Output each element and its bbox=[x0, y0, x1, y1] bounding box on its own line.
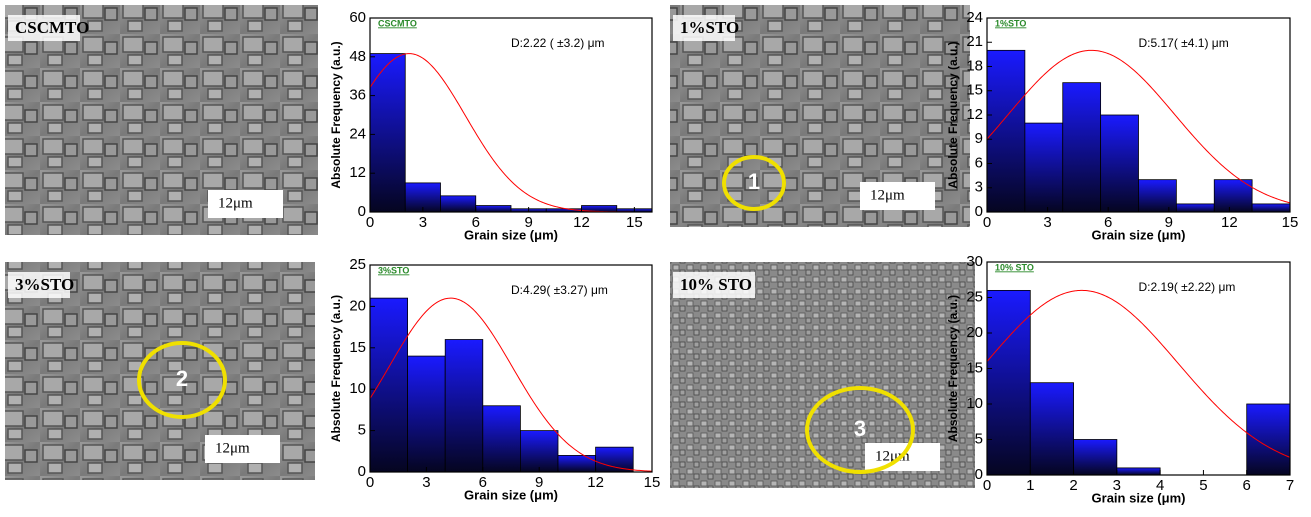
marker-number: 1 bbox=[748, 169, 760, 194]
annotation: D:2.19( ±2.22) μm bbox=[1139, 280, 1236, 294]
x-tick-label: 15 bbox=[626, 214, 643, 231]
y-tick-label: 48 bbox=[349, 48, 366, 65]
y-tick-label: 21 bbox=[966, 33, 983, 50]
bar bbox=[476, 206, 511, 212]
bar bbox=[1247, 404, 1290, 475]
y-tick-label: 20 bbox=[349, 297, 366, 314]
bar bbox=[1252, 204, 1290, 212]
y-tick-label: 15 bbox=[966, 82, 983, 99]
x-axis-label: Grain size (μm) bbox=[1092, 490, 1186, 505]
sample-label: CSCMTO bbox=[15, 18, 89, 37]
bar bbox=[370, 298, 408, 472]
sample-label: 10% STO bbox=[680, 275, 752, 294]
histogram-chart: 0369121503691215182124Grain size (μm)Abs… bbox=[946, 9, 1298, 242]
sample-label: 3%STO bbox=[15, 275, 74, 294]
y-tick-label: 10 bbox=[349, 380, 366, 397]
y-tick-label: 9 bbox=[975, 130, 983, 147]
sample-label: 1%STO bbox=[680, 18, 739, 37]
y-tick-label: 25 bbox=[966, 288, 983, 305]
y-tick-label: 0 bbox=[975, 203, 983, 220]
y-axis-label: Absolute Frequency (a.u.) bbox=[946, 41, 960, 188]
y-axis-label: Absolute Frequency (a.u.) bbox=[329, 295, 343, 442]
y-tick-label: 12 bbox=[349, 164, 366, 181]
x-tick-label: 12 bbox=[573, 214, 590, 231]
x-tick-label: 6 bbox=[1243, 477, 1251, 494]
x-axis-label: Grain size (μm) bbox=[464, 487, 558, 502]
bar bbox=[1030, 383, 1073, 475]
x-tick-label: 7 bbox=[1286, 477, 1294, 494]
histogram-chart: 0369121501224364860Grain size (μm)Absolu… bbox=[329, 9, 652, 242]
y-tick-label: 5 bbox=[358, 422, 366, 439]
marker-number: 2 bbox=[176, 366, 188, 391]
x-tick-label: 3 bbox=[419, 214, 427, 231]
bar bbox=[987, 290, 1030, 475]
y-tick-label: 5 bbox=[975, 430, 983, 447]
annotation: D:2.22 ( ±3.2) μm bbox=[511, 36, 605, 50]
chart-tag: 1%STO bbox=[995, 18, 1026, 28]
y-tick-label: 36 bbox=[349, 87, 366, 104]
bar bbox=[445, 340, 483, 472]
scale-label: 12μm bbox=[218, 195, 253, 211]
y-tick-label: 15 bbox=[966, 359, 983, 376]
x-tick-label: 3 bbox=[1043, 214, 1051, 231]
y-tick-label: 3 bbox=[975, 179, 983, 196]
y-axis-label: Absolute Frequency (a.u.) bbox=[946, 295, 960, 442]
y-tick-label: 30 bbox=[966, 253, 983, 270]
marker-number: 3 bbox=[854, 416, 866, 441]
bar bbox=[441, 196, 476, 212]
x-tick-label: 0 bbox=[983, 214, 991, 231]
x-tick-label: 0 bbox=[366, 474, 374, 491]
annotation: D:5.17( ±4.1) μm bbox=[1139, 36, 1229, 50]
bar bbox=[1117, 468, 1160, 475]
chart-tag: 10% STO bbox=[995, 262, 1034, 272]
y-tick-label: 10 bbox=[966, 395, 983, 412]
bar bbox=[1139, 180, 1177, 212]
bar bbox=[1025, 123, 1063, 212]
x-axis-label: Grain size (μm) bbox=[464, 227, 558, 242]
bar bbox=[987, 50, 1025, 212]
scale-label: 12μm bbox=[215, 440, 250, 456]
y-tick-label: 6 bbox=[975, 154, 983, 171]
chart-tag: 3%STO bbox=[378, 265, 409, 275]
x-axis-label: Grain size (μm) bbox=[1092, 227, 1186, 242]
x-tick-label: 15 bbox=[1282, 214, 1299, 231]
x-tick-label: 15 bbox=[644, 474, 661, 491]
chart-tag: CSCMTO bbox=[378, 18, 417, 28]
y-tick-label: 20 bbox=[966, 324, 983, 341]
x-tick-label: 2 bbox=[1069, 477, 1077, 494]
scale-label: 12μm bbox=[870, 187, 905, 203]
x-tick-label: 1 bbox=[1026, 477, 1034, 494]
bar bbox=[370, 54, 405, 212]
bar bbox=[1074, 440, 1117, 476]
figure: CSCMTO12μm1%STO12μm13%STO12μm210% STO12μ… bbox=[0, 0, 1311, 512]
bar bbox=[1176, 204, 1214, 212]
y-tick-label: 0 bbox=[358, 463, 366, 480]
y-tick-label: 25 bbox=[349, 256, 366, 273]
x-tick-label: 3 bbox=[422, 474, 430, 491]
y-tick-label: 24 bbox=[349, 125, 366, 142]
x-tick-label: 0 bbox=[983, 477, 991, 494]
bar bbox=[408, 356, 446, 472]
bar bbox=[1101, 115, 1139, 212]
y-tick-label: 18 bbox=[966, 57, 983, 74]
bar bbox=[596, 447, 634, 472]
y-tick-label: 0 bbox=[358, 203, 366, 220]
y-tick-label: 15 bbox=[349, 339, 366, 356]
y-axis-label: Absolute Frequency (a.u.) bbox=[329, 41, 343, 188]
bar bbox=[1063, 83, 1101, 212]
y-tick-label: 12 bbox=[966, 106, 983, 123]
annotation: D:4.29( ±3.27) μm bbox=[511, 283, 608, 297]
bar bbox=[483, 406, 521, 472]
x-tick-label: 12 bbox=[1221, 214, 1238, 231]
y-tick-label: 60 bbox=[349, 9, 366, 26]
bar bbox=[520, 431, 558, 472]
y-tick-label: 24 bbox=[966, 9, 983, 26]
x-tick-label: 0 bbox=[366, 214, 374, 231]
y-tick-label: 0 bbox=[975, 466, 983, 483]
x-tick-label: 5 bbox=[1199, 477, 1207, 494]
x-tick-label: 12 bbox=[587, 474, 604, 491]
bar bbox=[558, 455, 596, 472]
